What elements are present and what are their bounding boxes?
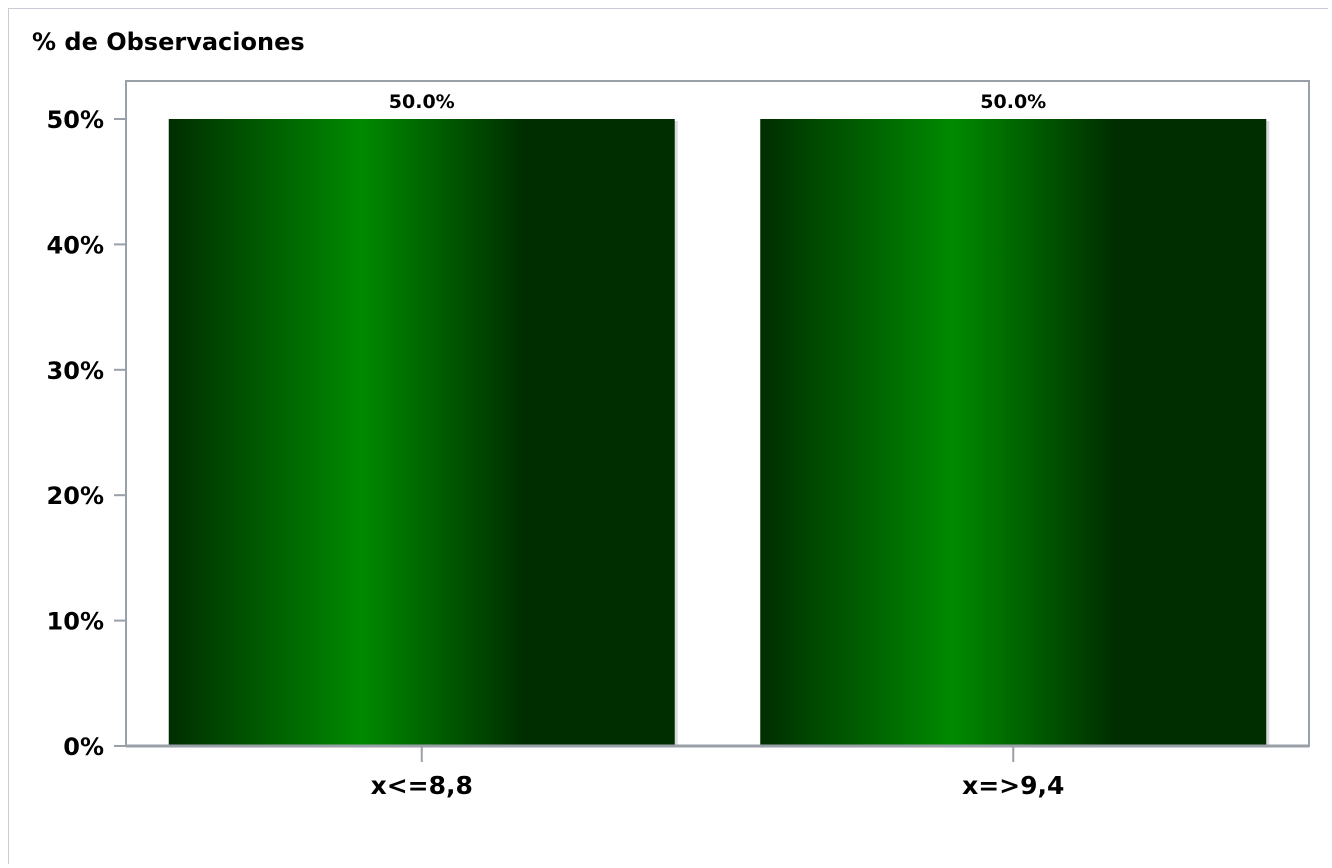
y-tick-labels: 0% 10% 20% 30% 40% 50% <box>47 106 126 761</box>
y-tick-label: 30% <box>47 357 104 385</box>
data-labels: 50.0% 50.0% <box>389 91 1046 113</box>
x-tick-labels: x<=8,8 x=>9,4 <box>371 746 1064 800</box>
x-tick-label: x<=8,8 <box>371 771 473 800</box>
y-tick-label: 50% <box>47 106 104 134</box>
y-tick-label: 10% <box>47 608 104 636</box>
bar[interactable] <box>760 119 1267 746</box>
x-tick-label: x=>9,4 <box>962 771 1064 800</box>
bar[interactable] <box>168 119 675 746</box>
bars-group <box>168 119 1270 746</box>
y-tick-label: 20% <box>47 482 104 510</box>
bar-data-label: 50.0% <box>389 91 455 113</box>
y-tick-label: 40% <box>47 231 104 259</box>
chart-title: % de Observaciones <box>32 28 305 56</box>
bar-data-label: 50.0% <box>980 91 1046 113</box>
y-tick-label: 0% <box>63 733 104 761</box>
